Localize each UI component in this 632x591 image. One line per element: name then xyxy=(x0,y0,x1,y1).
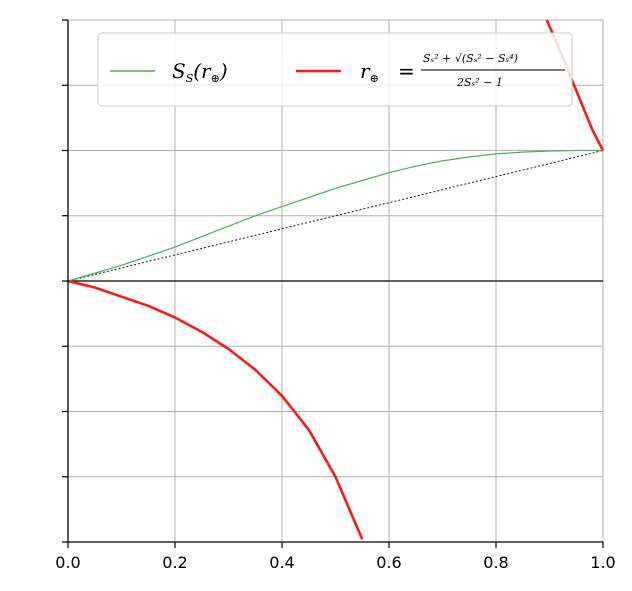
legend-label-2-num: Sₛ² + √(Sₛ² − Sₛ⁴) xyxy=(423,52,518,65)
x-tick-label-1: 0.2 xyxy=(162,553,187,572)
x-tick-label-0: 0.0 xyxy=(55,553,80,572)
legend-label-1-main: S xyxy=(172,59,186,83)
legend-label-2-eq: = xyxy=(398,59,415,83)
legend-label-2-lhs: r⊕ xyxy=(360,59,379,85)
legend-box xyxy=(97,32,573,107)
legend-label-2-r: r xyxy=(360,59,371,83)
legend-label-1-arg: (r xyxy=(193,59,212,83)
x-tick-label-3: 0.6 xyxy=(376,553,401,572)
axes xyxy=(62,19,604,548)
legend-label-1-close: ) xyxy=(219,59,228,83)
series-line-green_curve xyxy=(67,149,603,282)
legend-label-2-rsub: ⊕ xyxy=(370,72,379,85)
x-tick-label-5: 1.0 xyxy=(590,553,615,572)
x-tick-labels: 0.0 0.2 0.4 0.6 0.8 1.0 xyxy=(55,553,615,572)
legend-label-2-den: 2Sₛ² − 1 xyxy=(456,76,503,89)
legend-label-1-sub: S xyxy=(186,72,194,85)
legend: SS(r⊕) r⊕ = Sₛ² + √(Sₛ² − Sₛ⁴) 2Sₛ² − 1 xyxy=(97,32,573,107)
series-line-red_curve_lower xyxy=(67,279,364,540)
x-tick-label-2: 0.4 xyxy=(269,553,294,572)
x-tick-label-4: 0.8 xyxy=(483,553,508,572)
legend-label-1-argsub: ⊕ xyxy=(211,72,220,85)
reference-lines xyxy=(67,150,604,282)
legend-label-1: SS(r⊕) xyxy=(172,59,228,85)
